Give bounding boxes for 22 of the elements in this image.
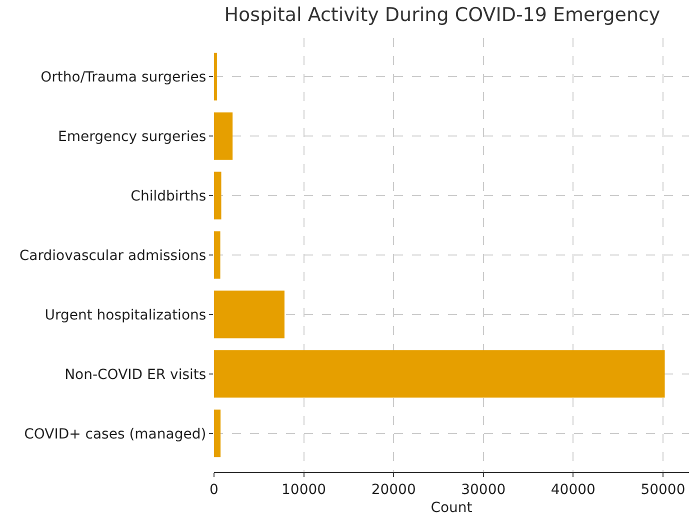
chart-title: Hospital Activity During COVID-19 Emergency: [224, 4, 660, 26]
x-tick-label: 30000: [461, 482, 506, 498]
x-axis-title: Count: [430, 500, 473, 516]
y-tick-label: Emergency surgeries: [58, 129, 206, 145]
bar: [214, 172, 222, 220]
y-tick-label: Ortho/Trauma surgeries: [40, 70, 206, 86]
x-tick-label: 40000: [550, 482, 596, 498]
y-tick-label: Childbirths: [130, 188, 206, 204]
bar: [214, 350, 665, 398]
bar: [214, 231, 220, 279]
y-tick-label: Non-COVID ER visits: [64, 366, 206, 383]
bar: [214, 410, 221, 458]
x-tick-label: 0: [210, 482, 218, 498]
x-tick-label: 20000: [371, 482, 416, 498]
bar: [214, 112, 233, 160]
x-tick-label: 10000: [282, 482, 326, 498]
y-tick-label: Cardiovascular admissions: [19, 248, 206, 264]
bar: [214, 52, 217, 100]
y-tick-label: Urgent hospitalizations: [44, 307, 206, 324]
bar: [214, 290, 284, 338]
x-tick-label: 50000: [640, 482, 686, 498]
y-tick-label: COVID+ cases (managed): [24, 426, 206, 442]
